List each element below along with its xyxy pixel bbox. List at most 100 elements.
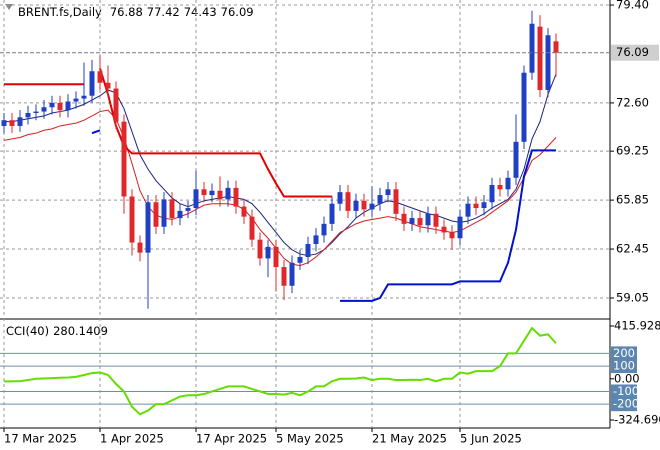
indicator-line [99,68,332,198]
candle-body [313,235,319,245]
x-tick-label: 1 Apr 2025 [100,432,164,446]
candle-body [513,141,519,178]
candle-body [89,71,95,96]
chart-header: BRENT.fs,Daily 76.88 77.42 74.43 76.09 [18,5,254,19]
candle-body [489,184,495,203]
candle-body [65,101,71,111]
candle-body [457,216,463,239]
candle-body [233,187,239,207]
indicator-line [4,73,557,257]
candle-body [9,120,15,126]
level-label-box [611,397,637,412]
candle-body [193,189,199,209]
candle-body [257,239,263,259]
candle-body [153,202,159,227]
candle-body [465,203,471,217]
candle-body [225,187,231,200]
candle-body [385,189,391,196]
indicator-line [91,129,101,135]
candle-body [249,216,255,240]
x-tick-label: 5 Jun 2025 [460,432,522,446]
x-tick-label: 5 May 2025 [276,432,344,446]
candle-body [473,203,479,209]
candle-body [185,208,191,211]
candle-body [17,117,23,126]
candle-body [369,203,375,210]
indicator-line [340,149,556,302]
candle-body [105,82,111,89]
candle-body [481,202,487,209]
cci-line [4,326,557,416]
candle-body [433,213,439,227]
level-label-box [611,384,637,399]
candle-body [169,199,175,219]
candle-body [57,102,63,111]
level-label: -100 [613,384,639,398]
low: 74.43 [184,5,217,19]
candle-body [521,72,527,142]
candle-body [73,98,79,102]
candle-body [49,102,55,108]
candle-body [417,218,423,226]
candle-body [305,244,311,257]
candle-body [273,246,279,268]
candle-body [393,189,399,214]
indicator-line [3,109,557,267]
y-tick-label: 62.45 [616,242,649,256]
candle-body [345,192,351,211]
candle-body [137,242,143,253]
candle-body [209,190,215,196]
candle-body [265,246,271,259]
indicator-header: CCI(40) 280.1409 [6,324,108,338]
y-tick-label: -324.690 [614,413,660,427]
candle-body [545,35,551,90]
candle-body [537,26,543,90]
candle-body [121,121,127,197]
candle-body [177,210,183,219]
candle-body [553,41,559,53]
candle-body [353,200,359,211]
x-tick-label: 17 Mar 2025 [4,432,77,446]
candle-body [25,113,31,118]
y-tick-label: 72.60 [616,95,649,109]
level-label: 100 [613,359,635,373]
x-tick-label: 17 Apr 2025 [196,432,267,446]
candle-body [449,232,455,239]
candle-body [441,226,447,233]
candle-body [321,223,327,236]
candle-body [129,196,135,243]
candle-body [217,190,223,200]
candle-body [361,200,367,210]
candle-body [145,202,151,253]
candle-body [113,88,119,122]
open: 76.88 [110,5,143,19]
candle-body [281,267,287,286]
candle-body [505,177,511,190]
candle-body [377,195,383,204]
candle-body [497,184,503,190]
y-tick-label: 69.25 [616,144,649,158]
grid [0,0,610,428]
y-tick-label: 59.05 [616,290,649,304]
level-label: -200 [613,397,639,411]
close: 76.09 [221,5,254,19]
level-label-box [611,346,637,361]
price-label: 76.09 [616,45,649,59]
candle-body [425,213,431,226]
high: 77.42 [147,5,180,19]
candle-body [1,120,7,126]
level-label-box [611,359,637,374]
candle-body [33,111,39,114]
y-tick-label: 79.40 [616,0,649,12]
candle-body [241,206,247,217]
indicator-value: 280.1409 [53,324,108,338]
symbol: BRENT.fs,Daily [18,5,102,19]
x-tick-label: 21 May 2025 [372,432,447,446]
price-label-box [611,44,659,61]
candle-body [41,107,47,112]
indicator-label: CCI(40) [6,324,49,338]
candle-body [289,262,295,286]
level-label: 200 [613,346,635,360]
